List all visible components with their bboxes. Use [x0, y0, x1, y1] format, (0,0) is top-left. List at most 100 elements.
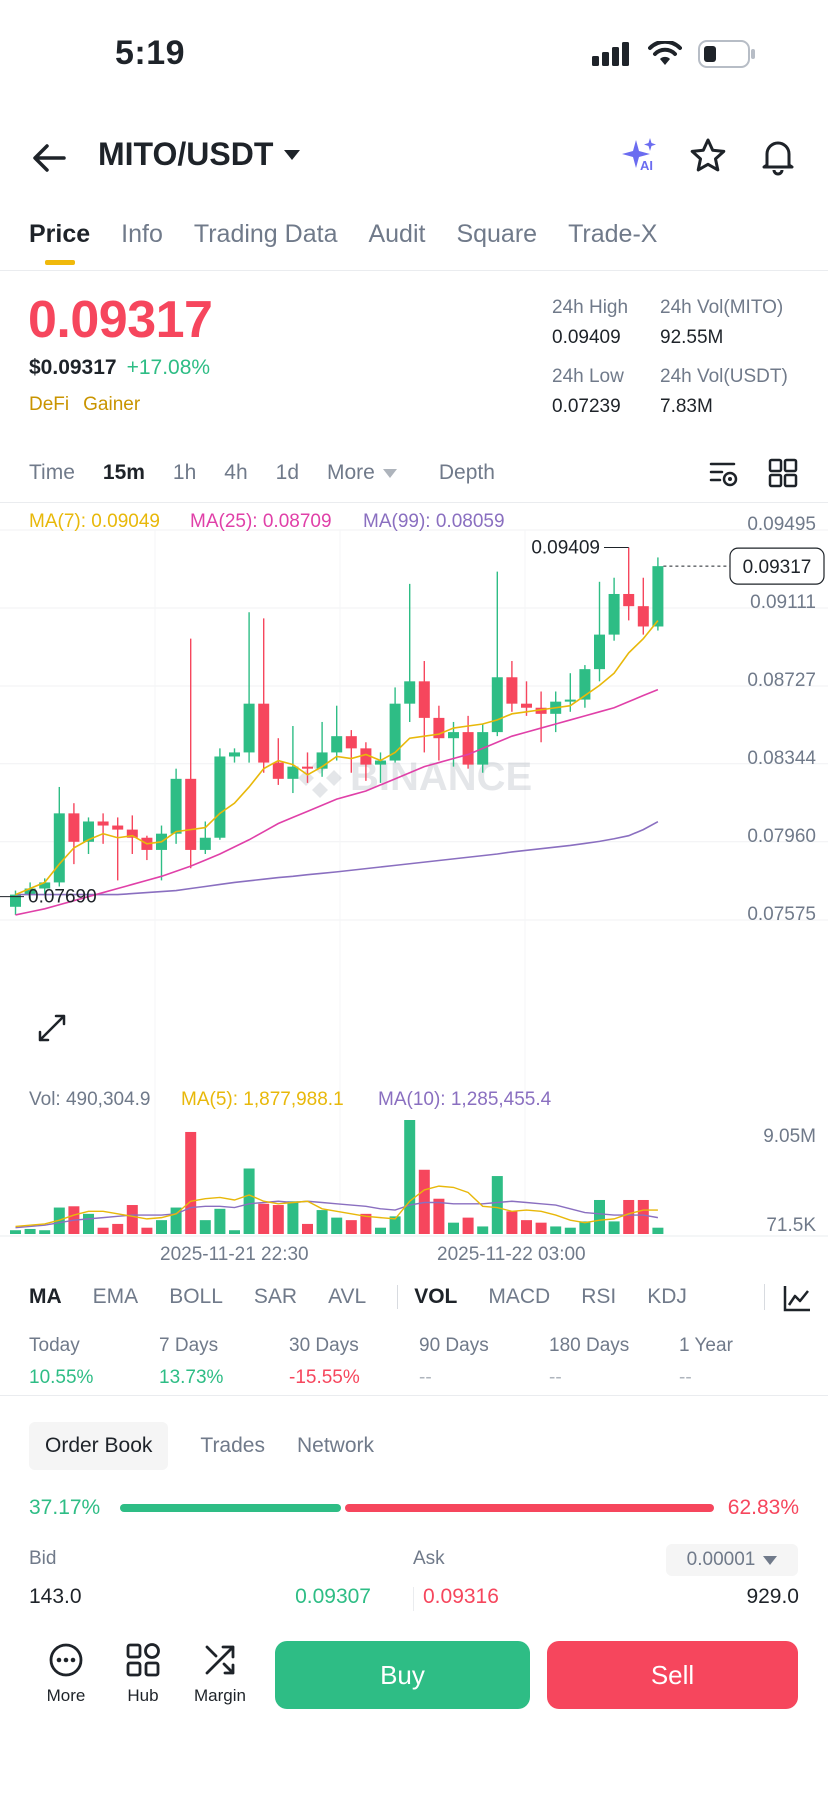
back-button[interactable] — [30, 138, 70, 178]
perf-1-year: 1 Year -- — [679, 1335, 733, 1389]
more-label: More — [46, 1686, 86, 1705]
hub-button[interactable]: Hub — [103, 1642, 183, 1706]
ask-price: 0.09316 — [423, 1585, 499, 1608]
tag-gainer[interactable]: Gainer — [83, 394, 141, 415]
indicator-ma[interactable]: MA — [29, 1285, 62, 1308]
candle — [316, 721, 328, 777]
candle — [302, 752, 313, 783]
current-price-label: 0.09317 — [743, 557, 812, 578]
more-button[interactable]: More — [26, 1642, 106, 1706]
ma7-line — [15, 620, 659, 896]
perf-value: -15.55% — [289, 1367, 360, 1388]
volume-bar — [97, 1227, 109, 1234]
candle — [214, 748, 226, 840]
volume-bar — [652, 1227, 664, 1234]
buy-button[interactable]: Buy — [275, 1641, 530, 1709]
divider — [0, 270, 828, 271]
volume-bar — [112, 1223, 124, 1234]
pair-selector[interactable]: MITO/USDT — [98, 136, 301, 173]
indicator-ema[interactable]: EMA — [92, 1285, 139, 1308]
book-divider — [413, 1587, 414, 1611]
tab-info[interactable]: Info — [121, 220, 163, 248]
price-chart[interactable]: BINANCE MA(7): 0.09049 MA(25): 0.08709 M… — [0, 500, 828, 1240]
stat-24h-low: 24h Low 0.07239 — [552, 366, 624, 418]
ma25-line — [15, 688, 659, 916]
y-tick-label: 0.08727 — [747, 670, 816, 691]
volume-bar — [141, 1227, 153, 1234]
stat-24h-vol-mito: 24h Vol(MITO) 92.55M — [660, 297, 783, 349]
candle — [360, 742, 372, 781]
bid-quantity: 143.0 — [29, 1585, 82, 1608]
candle — [623, 547, 635, 621]
candle — [199, 821, 211, 854]
tab-network[interactable]: Network — [296, 1434, 375, 1457]
bid-percent: 37.17% — [29, 1496, 101, 1519]
volume-bar — [506, 1211, 518, 1234]
interval-1d[interactable]: 1d — [275, 461, 299, 484]
candle — [24, 882, 36, 899]
tab-trade-x[interactable]: Trade-X — [568, 220, 658, 248]
tab-trading-data[interactable]: Trading Data — [193, 220, 338, 248]
indicator-separator — [397, 1285, 399, 1309]
order-book-row[interactable]: 143.0 0.09307 0.09316 929.0 — [29, 1585, 799, 1613]
margin-button[interactable]: Margin — [180, 1642, 260, 1706]
perf-label: Today — [29, 1335, 80, 1356]
vol-ma10-legend: MA(10): 1,285,455.4 — [378, 1089, 552, 1110]
bell-icon[interactable] — [758, 136, 798, 176]
interval-1h[interactable]: 1h — [172, 461, 197, 484]
vol-legend: Vol: 490,304.9 — [29, 1089, 151, 1110]
tab-trades[interactable]: Trades — [200, 1434, 265, 1457]
divider — [0, 1395, 828, 1396]
interval-time[interactable]: Time — [29, 461, 75, 484]
y-tick-label: 0.07575 — [747, 904, 816, 925]
interval-more-label: More — [327, 461, 375, 484]
tab-price[interactable]: Price — [29, 220, 91, 265]
depth-tab[interactable]: Depth — [438, 461, 495, 484]
volume-bar — [272, 1205, 284, 1234]
expand-button[interactable] — [30, 1010, 74, 1054]
candle — [637, 577, 649, 635]
vol-axis-top: 9.05M — [763, 1126, 816, 1147]
perf-value: -- — [549, 1367, 562, 1388]
order-book-tabs: Order Book Trades Network — [29, 1422, 374, 1470]
sell-button[interactable]: Sell — [547, 1641, 798, 1709]
indicator-macd[interactable]: MACD — [488, 1285, 551, 1308]
interval-15m[interactable]: 15m — [102, 461, 145, 484]
grid-layout-icon[interactable] — [768, 458, 798, 488]
indicator-vol[interactable]: VOL — [414, 1285, 458, 1308]
candle — [462, 715, 474, 769]
interval-4h[interactable]: 4h — [224, 461, 248, 484]
indicator-avl[interactable]: AVL — [328, 1285, 367, 1308]
perf-label: 1 Year — [679, 1335, 733, 1356]
interval-selector: Time 15m 1h 4h 1d More Depth — [29, 461, 495, 485]
candle — [272, 738, 284, 785]
indicator-sar[interactable]: SAR — [253, 1285, 298, 1308]
ai-button[interactable]: AI — [618, 136, 658, 176]
tab-order-book[interactable]: Order Book — [29, 1422, 169, 1470]
indicator-selector: MA EMA BOLL SAR AVL VOL MACD RSI KDJ — [29, 1285, 809, 1309]
tag-defi[interactable]: DeFi — [29, 394, 70, 415]
perf-90-days: 90 Days -- — [419, 1335, 489, 1389]
ask-header: Ask — [413, 1548, 445, 1569]
indicator-kdj[interactable]: KDJ — [647, 1285, 687, 1308]
volume-bar — [550, 1226, 562, 1234]
interval-more[interactable]: More — [327, 461, 397, 485]
ask-quantity: 929.0 — [746, 1585, 799, 1608]
volume-bar — [608, 1221, 620, 1234]
tab-audit[interactable]: Audit — [368, 220, 426, 248]
star-icon[interactable] — [688, 136, 728, 176]
header-actions: AI — [618, 136, 798, 176]
indicator-boll[interactable]: BOLL — [169, 1285, 223, 1308]
candle — [652, 557, 664, 631]
indicator-rsi[interactable]: RSI — [581, 1285, 617, 1308]
indicator-settings-icon[interactable] — [782, 1283, 812, 1313]
precision-select[interactable]: 0.00001 — [666, 1544, 798, 1576]
chart-settings-icon[interactable] — [708, 458, 740, 490]
stat-label: 24h Low — [552, 366, 624, 387]
candle — [53, 786, 65, 887]
usd-price-line: $0.09317 +17.08% — [29, 356, 210, 380]
tab-square[interactable]: Square — [456, 220, 538, 248]
candle — [375, 752, 386, 783]
volume-bar — [535, 1222, 547, 1234]
perf-label: 30 Days — [289, 1335, 359, 1356]
